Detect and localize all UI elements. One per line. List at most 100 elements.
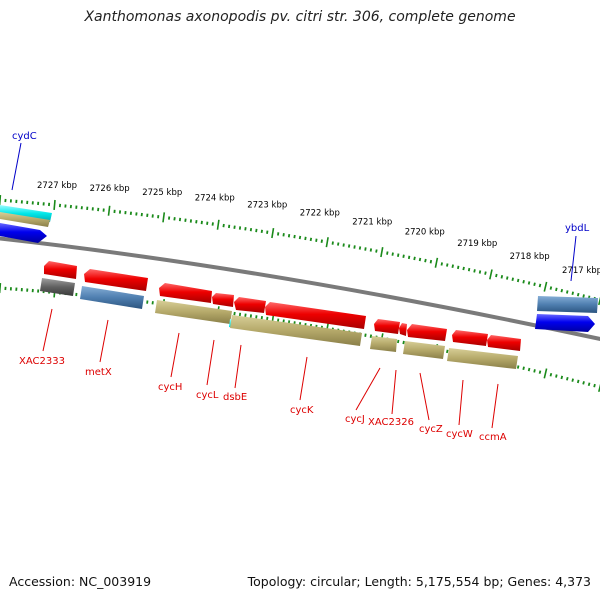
label-leaders bbox=[11, 142, 577, 429]
minor-tick bbox=[516, 365, 520, 369]
minor-tick bbox=[402, 254, 405, 258]
dsbe-gene-arrow[interactable] bbox=[234, 297, 266, 313]
minor-tick bbox=[364, 333, 367, 337]
minor-tick bbox=[413, 256, 416, 261]
minor-tick bbox=[331, 241, 334, 245]
gene-label-cycz[interactable]: cycZ bbox=[419, 424, 443, 435]
gene-label-cych[interactable]: cycH bbox=[158, 382, 182, 393]
minor-tick bbox=[478, 270, 482, 274]
page-title: Xanthomonas axonopodis pv. citri str. 30… bbox=[84, 9, 516, 25]
gene-label-ccma[interactable]: ccmA bbox=[479, 432, 507, 443]
forward-features bbox=[0, 205, 598, 332]
metx-gene-arrow[interactable] bbox=[84, 269, 148, 291]
cycz-gene-arrow[interactable] bbox=[407, 324, 447, 341]
major-tick bbox=[216, 219, 220, 230]
cyck-gene-arrow[interactable] bbox=[265, 302, 366, 329]
cycl-gene-arrow[interactable] bbox=[212, 293, 234, 307]
major-tick bbox=[380, 247, 384, 258]
minor-tick bbox=[495, 273, 498, 278]
minor-tick bbox=[571, 378, 574, 382]
minor-tick bbox=[527, 281, 531, 285]
cydc-rna-feature[interactable] bbox=[0, 205, 52, 222]
gene-label-ybdl[interactable]: ybdL bbox=[565, 223, 590, 234]
cycw-gene-arrow[interactable] bbox=[452, 330, 488, 346]
minor-tick bbox=[397, 253, 400, 257]
metx-steel-feature[interactable] bbox=[80, 286, 144, 309]
minor-tick bbox=[538, 283, 542, 288]
cych-leader bbox=[170, 332, 180, 378]
major-tick bbox=[598, 296, 600, 306]
genome-backbone bbox=[0, 236, 600, 341]
minor-tick bbox=[555, 374, 558, 378]
minor-tick bbox=[560, 375, 564, 380]
minor-tick bbox=[233, 225, 236, 229]
kbp-tick-label: 2724 kbp bbox=[195, 194, 235, 204]
minor-tick bbox=[522, 280, 525, 284]
cych-khaki-feature[interactable] bbox=[155, 300, 232, 324]
ybdl-leader bbox=[570, 235, 577, 282]
minor-tick bbox=[511, 277, 514, 281]
dsbe-leader bbox=[234, 344, 242, 389]
minor-tick bbox=[364, 247, 367, 251]
cycj-gene-arrow[interactable] bbox=[374, 319, 400, 334]
cydc-khaki-feature[interactable] bbox=[0, 212, 50, 227]
ybdl-steel-feature[interactable] bbox=[537, 296, 598, 313]
minor-tick bbox=[222, 223, 225, 228]
gene-label-cycl[interactable]: cycL bbox=[196, 390, 219, 401]
xac2326-gene-arrow[interactable] bbox=[399, 323, 407, 336]
minor-tick bbox=[446, 349, 449, 354]
minor-tick bbox=[293, 234, 296, 239]
minor-tick bbox=[506, 276, 509, 280]
minor-tick bbox=[260, 315, 263, 320]
ybdl-gene-arrow[interactable] bbox=[535, 314, 595, 332]
gene-label-metx[interactable]: metX bbox=[85, 367, 112, 378]
xac2333-leader bbox=[42, 308, 53, 352]
minor-tick bbox=[571, 291, 574, 295]
major-tick bbox=[271, 227, 275, 239]
minor-tick bbox=[587, 382, 591, 387]
gene-label-xac2326[interactable]: XAC2326 bbox=[368, 417, 414, 428]
minor-tick bbox=[500, 275, 504, 279]
gene-label-cycw[interactable]: cycW bbox=[446, 429, 473, 440]
minor-tick bbox=[593, 383, 596, 388]
gene-label-cydc[interactable]: cydC bbox=[12, 131, 37, 142]
xac2333-dark-feature[interactable] bbox=[40, 278, 75, 296]
kbp-tick-label: 2722 kbp bbox=[300, 208, 340, 218]
minor-tick bbox=[533, 282, 536, 286]
major-tick bbox=[325, 237, 329, 248]
cycj-leader bbox=[355, 367, 381, 411]
cycj-khaki-feature[interactable] bbox=[370, 336, 397, 352]
xac2333-gene-arrow[interactable] bbox=[44, 261, 77, 279]
minor-tick bbox=[549, 372, 553, 377]
outer-tick-ring bbox=[0, 194, 600, 306]
xac2326-leader bbox=[391, 369, 397, 415]
gene-label-cycj[interactable]: cycJ bbox=[345, 414, 365, 425]
cycz-khaki-feature[interactable] bbox=[403, 341, 445, 359]
major-tick bbox=[543, 281, 548, 292]
minor-tick bbox=[173, 217, 176, 221]
minor-tick bbox=[538, 370, 542, 374]
minor-tick bbox=[462, 266, 465, 271]
minor-tick bbox=[255, 228, 258, 233]
gene-label-dsbe[interactable]: dsbE bbox=[223, 392, 247, 403]
ccma-gene-arrow[interactable] bbox=[487, 335, 521, 351]
reverse-features bbox=[40, 261, 521, 369]
minor-tick bbox=[407, 255, 411, 260]
minor-tick bbox=[211, 222, 214, 226]
minor-tick bbox=[424, 258, 427, 263]
minor-tick bbox=[342, 243, 345, 247]
gene-label-xac2333[interactable]: XAC2333 bbox=[19, 356, 65, 367]
cycw-khaki-feature[interactable] bbox=[447, 348, 518, 369]
minor-tick bbox=[451, 264, 454, 268]
cych-gene-arrow[interactable] bbox=[159, 283, 212, 303]
cyck-khaki-feature[interactable] bbox=[230, 315, 362, 346]
minor-tick bbox=[566, 376, 569, 381]
minor-tick bbox=[446, 263, 449, 267]
cydc-gene-arrow[interactable] bbox=[0, 223, 47, 243]
minor-tick bbox=[429, 259, 433, 264]
minor-tick bbox=[440, 262, 443, 266]
minor-tick bbox=[369, 334, 373, 338]
gene-label-cyck[interactable]: cycK bbox=[290, 405, 314, 416]
minor-tick bbox=[233, 311, 236, 316]
